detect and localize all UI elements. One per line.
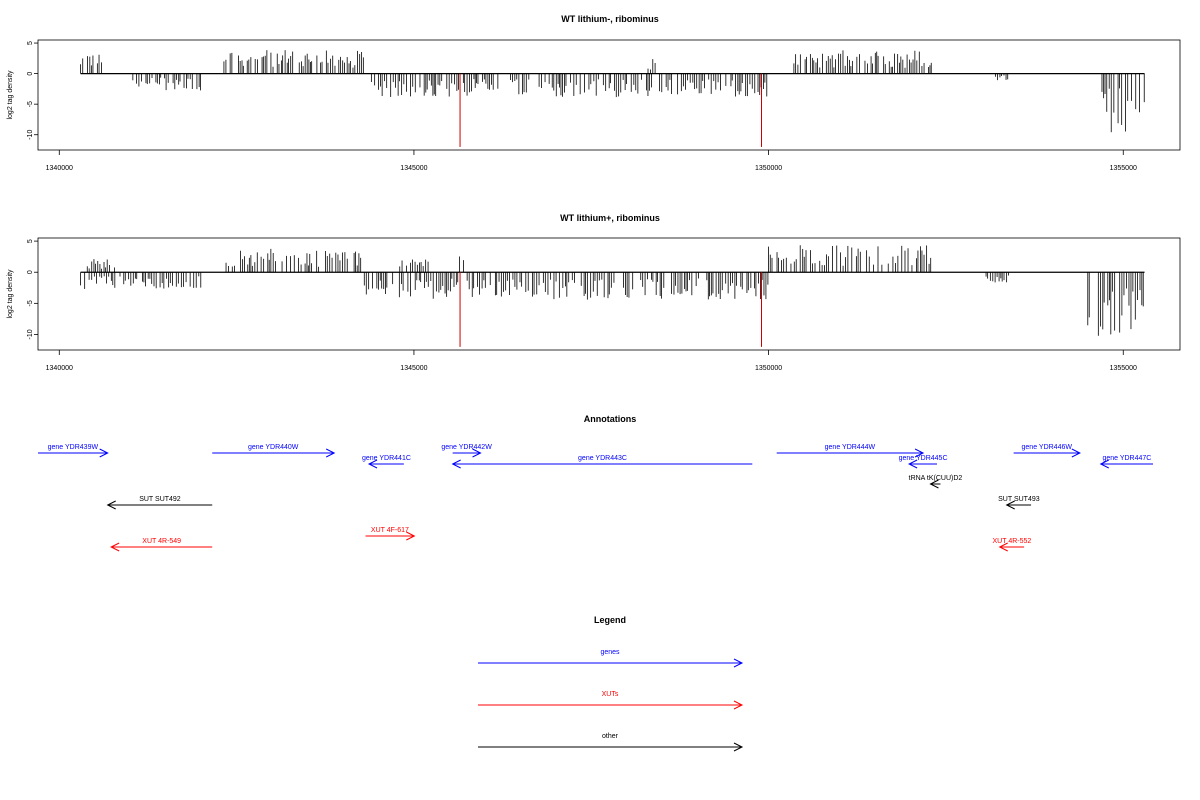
arrow-head [733, 742, 744, 752]
plot-frame [37, 237, 1181, 351]
arrow-head [406, 531, 416, 541]
plot-frame [37, 39, 1181, 151]
arrow-head [908, 459, 918, 469]
x-tick-label: 1345000 [400, 365, 427, 372]
chart-title: WT lithium+, ribominus [560, 213, 660, 223]
legend-panel: Legend genes XUTs other [478, 615, 744, 752]
legend-label: XUTs [602, 691, 619, 698]
arrow-head [998, 542, 1008, 552]
feature-label: SUT SUT493 [998, 496, 1040, 503]
arrow-head [325, 448, 336, 458]
arrow-head [99, 448, 109, 458]
arrow-head [367, 459, 378, 469]
arrow-head [914, 448, 925, 458]
feature-label: SUT SUT492 [139, 496, 181, 503]
x-tick-label: 1350000 [755, 365, 782, 372]
feature-label: gene YDR445C [899, 455, 948, 462]
feature-label: gene YDR442W [441, 444, 492, 451]
feature-label: gene YDR440W [248, 444, 299, 451]
feature-label: XUT 4F-617 [371, 527, 409, 534]
feature-label: gene YDR441C [362, 455, 411, 462]
y-tick-label: -10 [27, 329, 34, 339]
x-tick-label: 1340000 [46, 365, 73, 372]
x-tick-label: 1355000 [1110, 365, 1137, 372]
arrow-head [1099, 459, 1109, 469]
arrow-head [1005, 500, 1015, 510]
x-tick-label: 1340000 [46, 165, 73, 172]
y-tick-label: 0 [27, 72, 34, 76]
arrow-head [106, 500, 116, 510]
arrow-head [929, 479, 939, 489]
x-tick-label: 1355000 [1110, 165, 1137, 172]
arrow-head [733, 658, 744, 668]
y-tick-label: -10 [27, 130, 34, 140]
feature-label: tRNA tK(CUU)D2 [909, 475, 963, 482]
annotations-panel: Annotations gene YDR439W gene YDR440W gene… [38, 414, 1154, 552]
legend-label: other [602, 733, 619, 740]
y-axis-label: log2 tag density [7, 269, 14, 319]
legend-title: Legend [594, 615, 626, 625]
x-tick-label: 1350000 [755, 165, 782, 172]
track-panel-lithium-plus: WT lithium+, ribominus 5 0 -5 -10 log2 tag de… [7, 213, 1181, 372]
y-tick-label: -5 [27, 300, 34, 306]
annotations-title: Annotations [584, 414, 637, 424]
y-axis-label: log2 tag density [7, 70, 14, 120]
feature-label: gene YDR447C [1102, 455, 1151, 462]
arrow-head [472, 448, 482, 458]
track-panel-lithium-minus: WT lithium-, ribominus 5 0 -5 -10 log2 tag de… [7, 14, 1181, 172]
arrow-head [110, 542, 120, 552]
arrow-head [733, 700, 744, 710]
y-tick-label: 5 [27, 239, 34, 243]
legend-label: genes [600, 649, 620, 656]
arrow-head [1071, 448, 1081, 458]
y-tick-label: -5 [27, 101, 34, 107]
y-tick-label: 5 [27, 41, 34, 45]
chart-title: WT lithium-, ribominus [561, 14, 659, 24]
arrow-head [451, 459, 461, 469]
feature-label: gene YDR443C [578, 455, 627, 462]
x-tick-label: 1345000 [400, 165, 427, 172]
y-tick-label: 0 [27, 270, 34, 274]
feature-label: gene YDR439W [48, 444, 99, 451]
feature-label: gene YDR446W [1022, 444, 1073, 451]
feature-label: gene YDR444W [825, 444, 876, 451]
feature-label: XUT 4R-552 [993, 538, 1032, 545]
feature-label: XUT 4R-549 [142, 538, 181, 545]
